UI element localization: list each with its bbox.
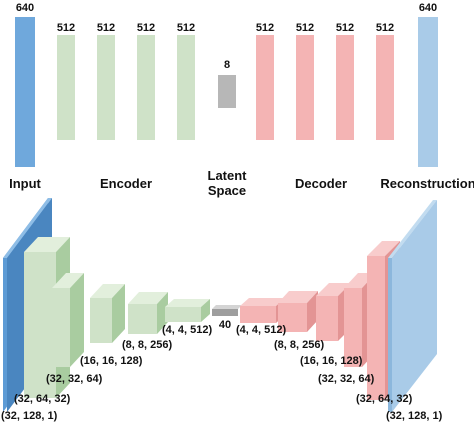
encoder-size: 512 <box>57 22 75 34</box>
encoder-layer-bar <box>97 35 115 140</box>
latent-label-line2: Space <box>208 183 246 198</box>
decoder-dim-label: (4, 4, 512) <box>236 324 286 336</box>
conv-encoder-block <box>165 299 210 322</box>
conv-reconstruction-block <box>388 200 437 412</box>
encoder-dim-label: (8, 8, 256) <box>122 339 172 351</box>
encoder-size: 512 <box>177 22 195 34</box>
decoder-dim-label: (32, 64, 32) <box>356 393 413 405</box>
decoder-dim-label: (16, 16, 128) <box>300 355 363 367</box>
encoder-layer-bar <box>137 35 155 140</box>
decoder-dim-label: (32, 128, 1) <box>386 410 443 422</box>
conv-latent-block <box>212 305 242 316</box>
decoder-layer-bar <box>256 35 274 140</box>
latent-layer-bar <box>218 75 236 108</box>
decoder-label: Decoder <box>295 176 347 191</box>
latent-dim-label: 40 <box>219 319 231 331</box>
encoder-layer-bar <box>177 35 195 140</box>
conv-encoder-block <box>90 284 125 343</box>
input-layer-bar <box>15 17 35 167</box>
decoder-layer-bar <box>296 35 314 140</box>
latent-label-line1: Latent <box>208 168 248 183</box>
decoder-size: 512 <box>336 22 354 34</box>
latent-size: 8 <box>224 59 230 71</box>
conv-encoder-block <box>52 273 84 367</box>
reconstruction-layer-bar <box>418 17 438 167</box>
encoder-dim-label: (32, 128, 1) <box>1 410 58 422</box>
encoder-dim-label: (32, 64, 32) <box>14 393 71 405</box>
reconstruction-label: Reconstruction <box>380 176 474 191</box>
input-size: 640 <box>16 2 34 14</box>
encoder-dim-label: (16, 16, 128) <box>80 355 143 367</box>
decoder-layer-bar <box>336 35 354 140</box>
encoder-dim-label: (4, 4, 512) <box>162 324 212 336</box>
encoder-dim-label: (32, 32, 64) <box>46 373 103 385</box>
decoder-size: 512 <box>376 22 394 34</box>
decoder-layer-bar <box>376 35 394 140</box>
conv-encoder-block <box>128 292 168 334</box>
decoder-size: 512 <box>296 22 314 34</box>
input-label: Input <box>9 176 41 191</box>
encoder-size: 512 <box>97 22 115 34</box>
decoder-dim-label: (8, 8, 256) <box>274 339 324 351</box>
decoder-size: 512 <box>256 22 274 34</box>
conv-decoder-block <box>278 291 318 332</box>
encoder-layer-bar <box>57 35 75 140</box>
encoder-label: Encoder <box>100 176 152 191</box>
reconstruction-size: 640 <box>419 2 437 14</box>
encoder-size: 512 <box>137 22 155 34</box>
decoder-dim-label: (32, 32, 64) <box>318 373 375 385</box>
